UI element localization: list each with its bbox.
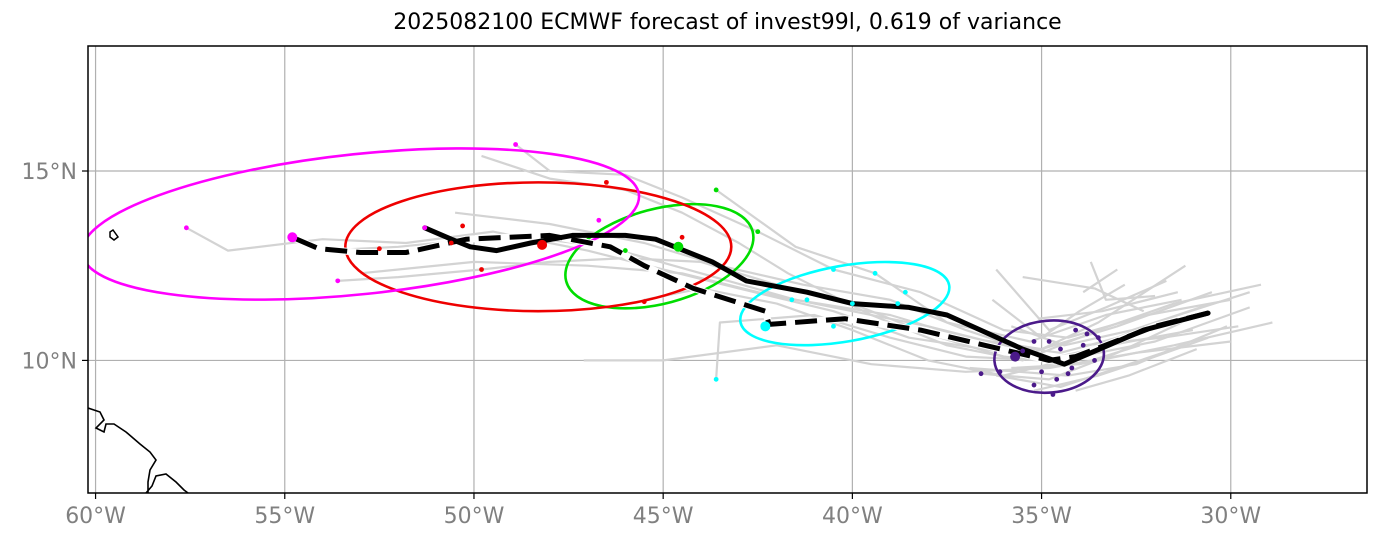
cluster-point-cyan: [760, 321, 771, 332]
cluster-point-red: [479, 267, 484, 272]
cluster-point-magenta: [596, 217, 602, 223]
cluster-point-magenta: [513, 142, 518, 147]
x-tick-label: 35°W: [1011, 504, 1072, 529]
cluster-point-purple: [1054, 376, 1060, 382]
ensemble-member-tracks: [185, 143, 1273, 392]
cluster-point-red: [604, 179, 609, 185]
x-tick-label: 30°W: [1200, 504, 1261, 529]
cluster-point-red: [460, 223, 466, 229]
cluster-point-cyan: [902, 289, 908, 295]
cluster-point-red: [679, 234, 685, 240]
cluster-point-red: [641, 299, 647, 305]
member-track: [969, 325, 1228, 377]
cluster-point-red: [376, 246, 382, 252]
cluster-point-purple: [1069, 365, 1075, 371]
coastline-south-america: [88, 407, 189, 493]
cluster-point-green: [622, 248, 628, 253]
cluster-points: [183, 142, 1101, 397]
cluster-point-purple: [997, 369, 1003, 375]
cluster-ellipse-magenta: [88, 147, 641, 301]
member-track: [995, 268, 1167, 332]
cluster-ellipse-green: [564, 202, 755, 310]
axis-ticks: 60°W 55°W 50°W 45°W 40°W 35°W 30°W 10°N 15°N: [22, 160, 1262, 529]
cluster-point-red: [537, 239, 548, 250]
cluster-point-purple: [1095, 335, 1101, 341]
cluster-point-green: [713, 187, 719, 193]
cluster-point-purple: [978, 371, 984, 377]
y-tick-label: 15°N: [22, 160, 77, 185]
cluster-mean-tracks: [290, 225, 1211, 367]
cluster-point-purple: [1031, 339, 1037, 344]
plot-frame: [87, 45, 1368, 494]
member-track: [1011, 344, 1141, 370]
cluster-point-magenta: [422, 225, 428, 231]
coastline: [88, 228, 189, 493]
y-tick-label: 10°N: [22, 349, 77, 374]
cluster-ellipses: [88, 147, 1106, 395]
cluster-point-cyan: [895, 301, 901, 306]
cluster-point-green: [755, 229, 761, 235]
cluster-point-magenta: [335, 278, 341, 284]
member-track: [1075, 348, 1198, 392]
cluster-point-purple: [1065, 371, 1071, 377]
cluster-point-cyan: [713, 376, 719, 382]
cluster-point-purple: [1020, 348, 1026, 354]
cluster-point-purple: [1050, 392, 1056, 397]
x-tick-label: 40°W: [822, 504, 883, 529]
cluster-ellipse-red: [344, 181, 733, 313]
cluster-point-cyan: [831, 267, 836, 272]
x-tick-label: 60°W: [65, 504, 126, 529]
cluster-point-cyan: [831, 323, 836, 329]
cluster-point-purple: [1073, 327, 1079, 333]
cluster-ellipse-cyan: [738, 260, 951, 347]
island-outline: [109, 228, 120, 241]
member-track: [715, 189, 1182, 343]
x-tick-label: 50°W: [444, 504, 505, 529]
cluster-point-purple: [1010, 351, 1021, 362]
chart-title: 2025082100 ECMWF forecast of invest99l, …: [393, 10, 1062, 35]
member-track: [1082, 268, 1118, 294]
member-track: [1022, 276, 1145, 313]
member-track: [360, 260, 1209, 354]
cluster-point-purple: [1080, 342, 1086, 348]
cluster-point-green: [673, 241, 684, 252]
cluster-point-purple: [1039, 369, 1044, 375]
cluster-point-purple: [1031, 382, 1037, 388]
cluster-point-cyan: [849, 301, 855, 306]
x-tick-label: 55°W: [254, 504, 315, 529]
x-tick-label: 45°W: [633, 504, 694, 529]
member-track: [980, 321, 1183, 381]
cluster-point-purple: [1084, 331, 1090, 337]
cluster-point-magenta: [183, 225, 189, 231]
cluster-point-purple: [1046, 339, 1052, 344]
solid-mean-track: [422, 225, 1211, 367]
member-track: [1037, 291, 1179, 320]
member-track: [1089, 261, 1156, 301]
cluster-point-cyan: [789, 297, 795, 303]
cluster-point-magenta: [287, 232, 298, 243]
cluster-point-purple: [1058, 346, 1063, 352]
cluster-point-cyan: [804, 297, 810, 303]
cluster-point-purple: [1092, 358, 1097, 363]
cluster-point-cyan: [872, 270, 878, 276]
member-track: [583, 340, 1231, 373]
cluster-point-red: [448, 240, 454, 246]
